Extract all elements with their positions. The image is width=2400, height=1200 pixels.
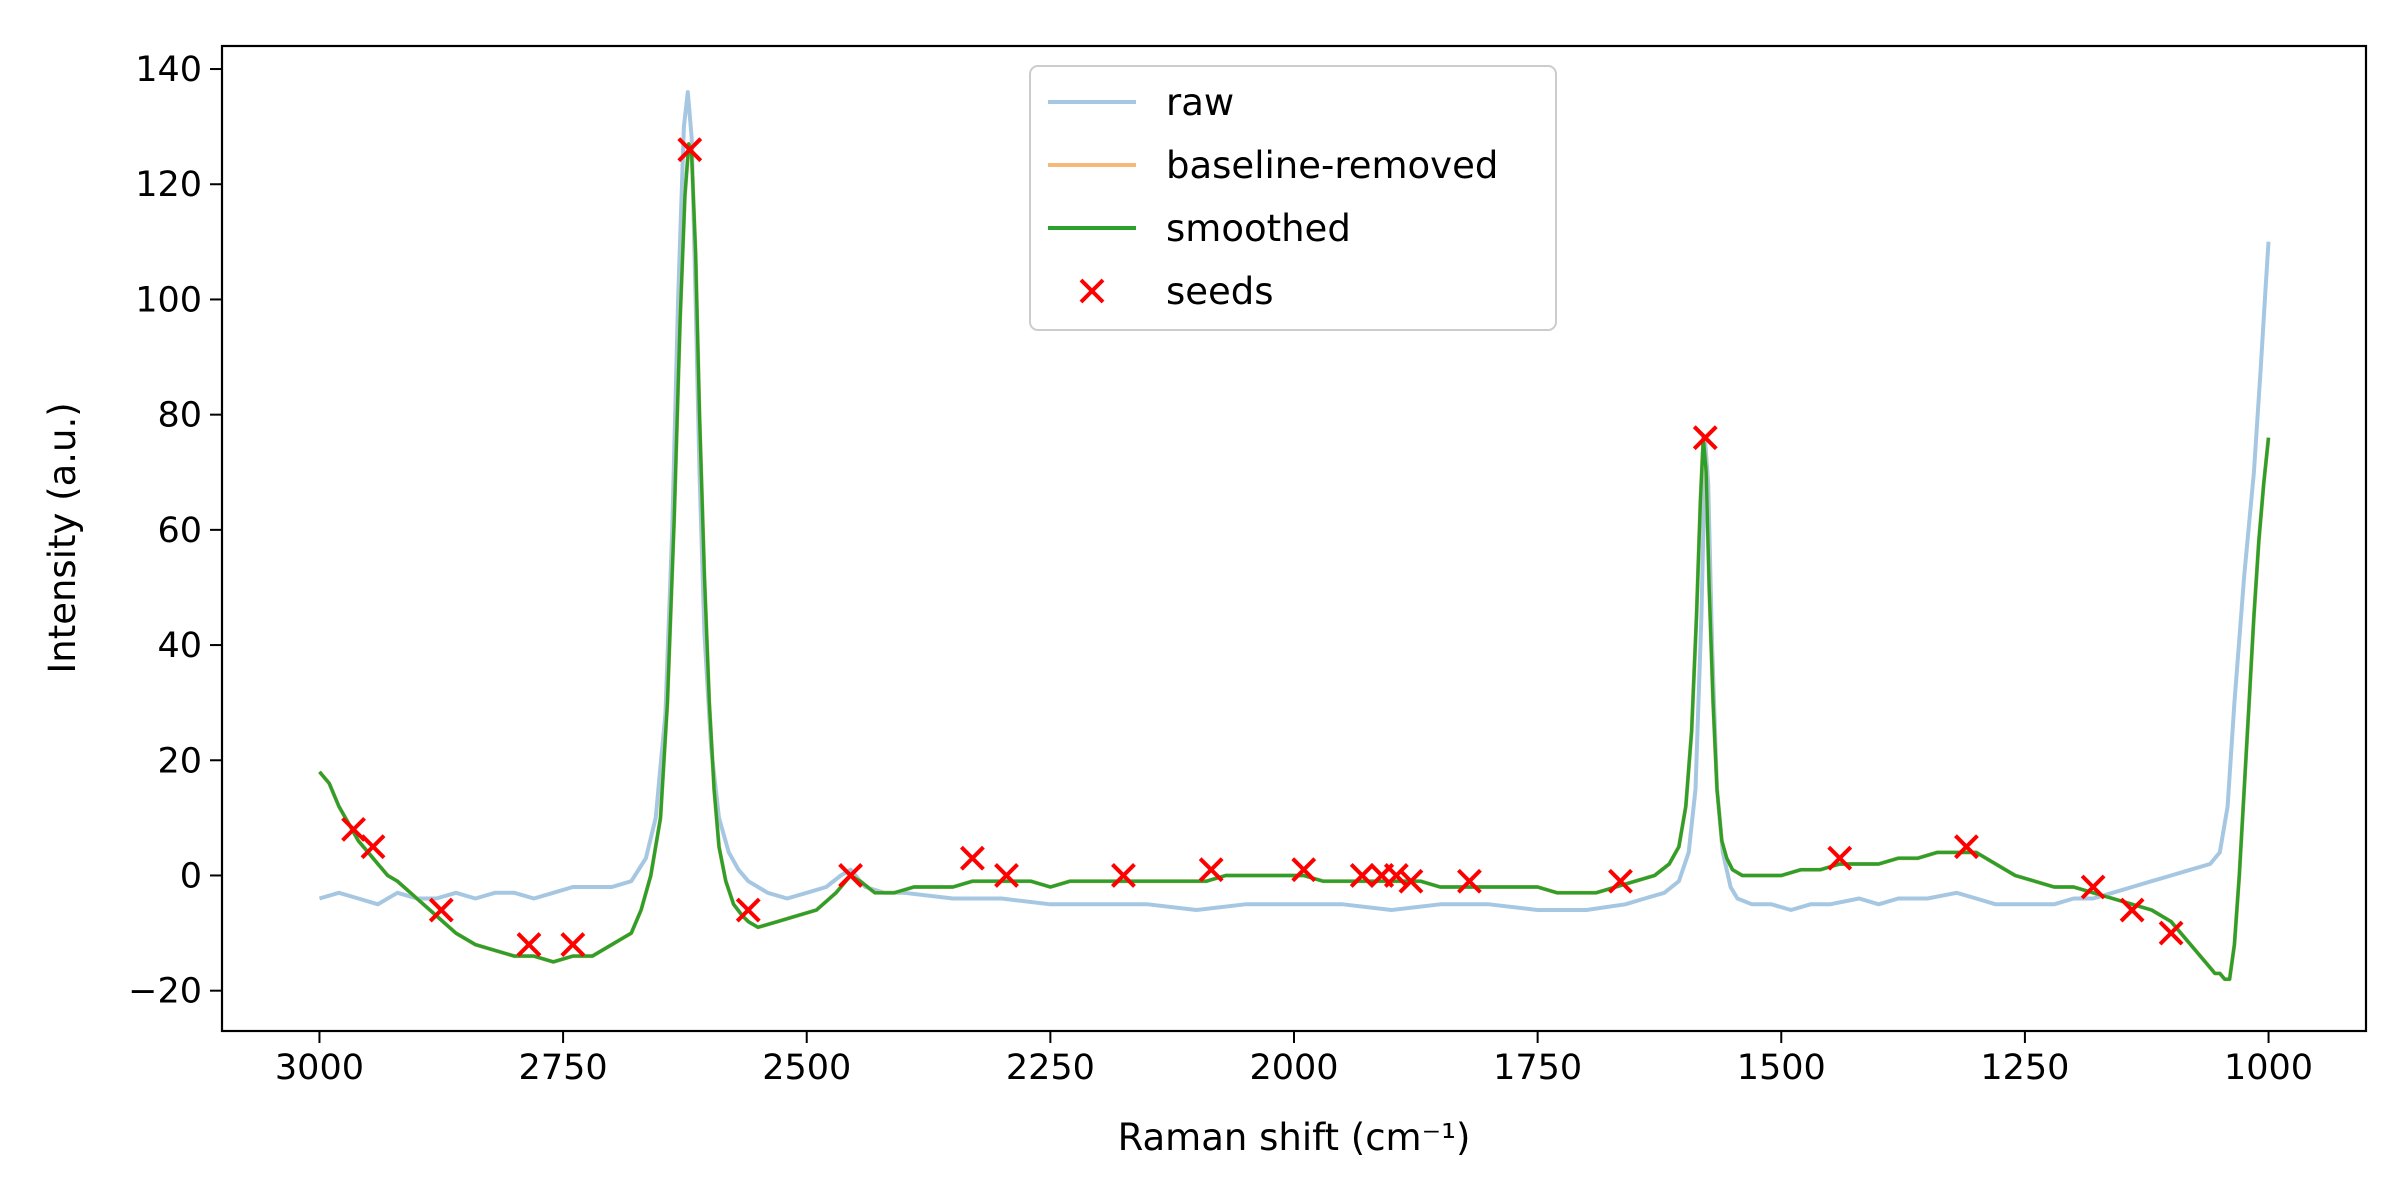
x-axis-label: Raman shift (cm⁻¹) xyxy=(1118,1116,1471,1159)
legend-label: smoothed xyxy=(1166,207,1351,250)
legend-item-seeds: seeds xyxy=(1079,270,1274,313)
legend-swatch xyxy=(1079,278,1105,304)
x-tick-label: 3000 xyxy=(275,1048,364,1088)
x-axis: 3000 2750 2500 2250 2000 1750 1500 1250 1000 xyxy=(275,1031,2313,1088)
y-tick-label: 100 xyxy=(135,280,202,320)
seed-point xyxy=(560,932,586,958)
legend-item-smoothed: smoothed xyxy=(1048,207,1351,250)
seed-point xyxy=(2158,920,2184,946)
legend-item-raw: raw xyxy=(1048,81,1234,124)
y-axis-label: Intensity (a.u.) xyxy=(41,402,84,673)
seed-point xyxy=(1608,868,1633,894)
seed-point xyxy=(341,816,366,842)
series-line-raw xyxy=(318,90,2271,912)
x-tick-label: 2250 xyxy=(1006,1048,1095,1088)
x-tick-label: 2000 xyxy=(1249,1048,1338,1088)
legend-box xyxy=(1029,65,1557,331)
y-tick-label: 20 xyxy=(157,741,202,781)
seed-point xyxy=(1383,863,1409,888)
seed-point xyxy=(1692,425,1718,451)
x-tick-label: 1000 xyxy=(2224,1048,2313,1088)
seed-point xyxy=(677,137,703,163)
x-tick-label: 1750 xyxy=(1493,1048,1582,1088)
y-tick-label: 0 xyxy=(180,856,202,896)
seed-point xyxy=(838,863,863,888)
seed-point xyxy=(994,863,1019,888)
seed-point xyxy=(516,932,542,958)
seed-point xyxy=(1198,857,1224,883)
y-axis: −20 0 20 40 60 80 100 120 140 xyxy=(128,50,222,1012)
seed-point xyxy=(2080,874,2106,900)
legend-label: raw xyxy=(1166,81,1234,124)
seed-point xyxy=(1457,868,1482,894)
seed-point xyxy=(360,834,386,860)
legend: raw baseline-removed smoothed seeds xyxy=(1029,65,1557,331)
y-tick-label: 140 xyxy=(135,50,202,90)
y-tick-label: 60 xyxy=(157,511,202,551)
y-tick-label: 80 xyxy=(157,396,202,436)
y-tick-label: −20 xyxy=(128,972,202,1012)
seed-point xyxy=(2119,897,2145,923)
series-layer xyxy=(317,90,2271,982)
seed-point xyxy=(1349,863,1375,888)
x-tick-label: 2750 xyxy=(519,1048,608,1088)
seed-point xyxy=(1398,868,1424,894)
seed-point xyxy=(959,845,985,871)
seed-point xyxy=(735,897,761,923)
legend-item-baseline-removed: baseline-removed xyxy=(1048,144,1498,187)
seed-point xyxy=(1954,834,1979,860)
x-tick-label: 1250 xyxy=(1980,1048,2069,1088)
x-tick-label: 2500 xyxy=(762,1048,851,1088)
legend-label: seeds xyxy=(1166,270,1274,313)
x-tick-label: 1500 xyxy=(1737,1048,1826,1088)
seed-point xyxy=(1827,845,1853,871)
seed-point xyxy=(1291,857,1317,883)
seed-point xyxy=(428,897,454,923)
legend-label: baseline-removed xyxy=(1166,144,1498,187)
y-tick-label: 120 xyxy=(135,165,202,205)
y-tick-label: 40 xyxy=(157,626,202,666)
seed-point xyxy=(1111,863,1136,888)
